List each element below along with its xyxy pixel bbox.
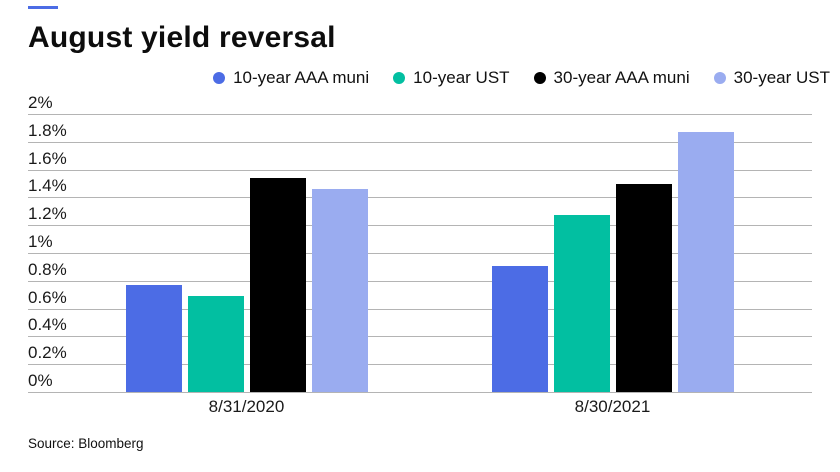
gridline	[28, 169, 812, 171]
bar	[615, 183, 672, 392]
gridline	[28, 280, 812, 282]
page-title: August yield reversal	[28, 21, 336, 54]
legend-item: 10-year AAA muni	[213, 68, 369, 88]
y-axis-tick-label: 1.2%	[28, 204, 67, 224]
gridline	[28, 225, 812, 227]
x-axis-label: 8/31/2020	[208, 397, 285, 416]
bar	[249, 177, 306, 392]
legend-item: 30-year AAA muni	[533, 68, 690, 88]
legend-item: 30-year UST	[713, 68, 830, 88]
y-axis-tick-label: 0.4%	[28, 315, 67, 335]
bar	[553, 215, 610, 392]
y-axis-tick-label: 0%	[28, 371, 53, 390]
y-axis-tick-label: 0.2%	[28, 343, 67, 363]
y-axis-tick-label: 1.6%	[28, 148, 67, 168]
legend-label: 10-year UST	[413, 68, 510, 87]
gridline	[28, 336, 812, 338]
y-axis-tick-label: 2%	[28, 93, 53, 112]
x-axis-label: 8/30/2021	[574, 397, 651, 416]
bar	[677, 132, 734, 392]
bar	[125, 284, 182, 392]
gridline	[28, 114, 812, 115]
legend-dot-icon	[213, 72, 226, 84]
y-axis-tick-label: 1.8%	[28, 120, 67, 140]
legend-dot-icon	[713, 72, 726, 84]
bar	[491, 265, 548, 392]
source-attribution: Source: Bloomberg	[28, 436, 144, 451]
y-axis-tick-label: 1.4%	[28, 176, 67, 196]
bar	[311, 189, 368, 392]
bar	[187, 296, 244, 392]
accent-dash	[28, 6, 58, 9]
y-axis-tick-label: 0.6%	[28, 287, 67, 307]
legend-dot-icon	[533, 72, 546, 84]
gridline	[28, 197, 812, 199]
gridline	[28, 364, 812, 366]
legend-label: 10-year AAA muni	[233, 68, 370, 87]
legend-label: 30-year UST	[733, 68, 830, 87]
gridline	[28, 308, 812, 310]
chart-legend: 10-year AAA muni 10-year UST 30-year AAA m…	[213, 67, 830, 89]
gridline	[28, 253, 812, 254]
legend-item: 10-year UST	[393, 68, 510, 88]
y-axis-tick-label: 1%	[28, 232, 53, 251]
gridline	[28, 141, 812, 143]
y-axis-tick-label: 0.8%	[28, 259, 67, 279]
gridline	[28, 392, 812, 393]
legend-dot-icon	[393, 72, 406, 84]
legend-label: 30-year AAA muni	[553, 68, 690, 87]
